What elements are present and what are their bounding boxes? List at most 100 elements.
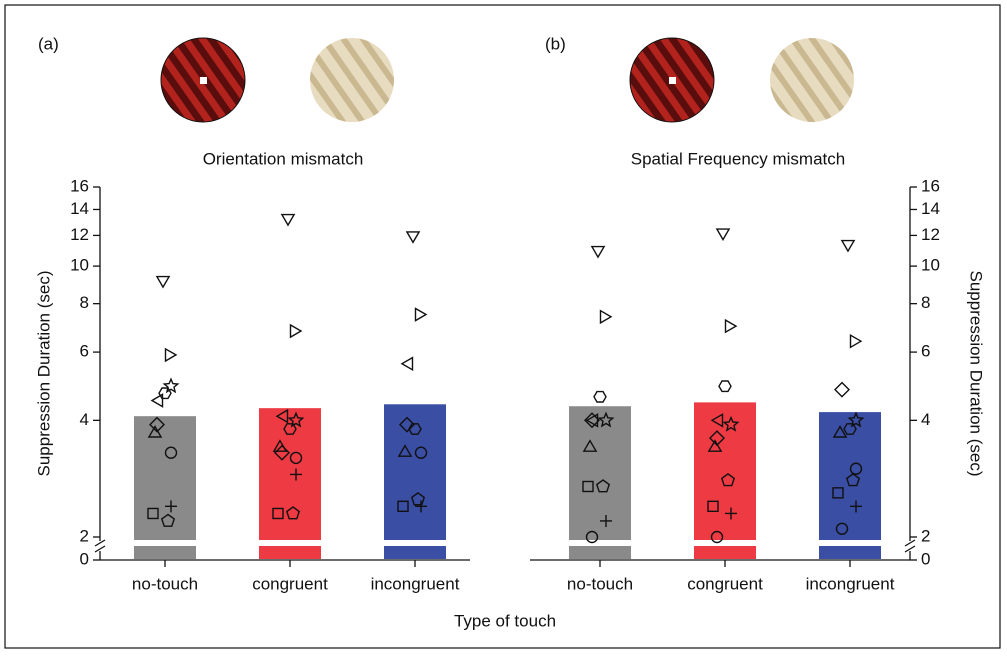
axis-break xyxy=(94,539,106,553)
marker xyxy=(843,423,857,435)
marker xyxy=(289,323,303,339)
marker xyxy=(165,500,177,513)
y-tick-label: 6 xyxy=(80,342,89,361)
y-tick-label: 16 xyxy=(70,176,89,195)
marker xyxy=(584,412,600,429)
bar-break xyxy=(567,540,633,546)
x-tick-label: congruent xyxy=(252,574,328,593)
y-tick-label: 6 xyxy=(921,342,930,361)
marker xyxy=(285,506,301,520)
marker xyxy=(150,393,164,408)
fixation xyxy=(669,77,676,84)
marker xyxy=(399,416,415,433)
y-tick-label: 14 xyxy=(70,199,89,218)
marker xyxy=(287,411,305,428)
marker xyxy=(707,439,723,452)
marker xyxy=(710,530,724,544)
marker xyxy=(724,318,738,334)
bar-break xyxy=(817,540,883,546)
marker xyxy=(582,439,598,452)
marker xyxy=(414,446,428,459)
bar xyxy=(259,408,321,559)
marker xyxy=(832,487,844,499)
panel-label: (b) xyxy=(545,34,566,53)
y-tick-label: 4 xyxy=(80,410,89,429)
bar-break xyxy=(132,540,198,546)
marker xyxy=(405,231,421,244)
y-tick-label: 10 xyxy=(70,256,89,275)
marker xyxy=(289,451,303,465)
texture-image xyxy=(310,38,394,122)
stimulus-images xyxy=(160,37,854,123)
marker xyxy=(162,377,180,394)
x-tick-label: incongruent xyxy=(371,574,460,593)
marker xyxy=(164,347,178,363)
x-tick-label: incongruent xyxy=(806,574,895,593)
panel-label: (a) xyxy=(38,34,59,53)
chart-title: Spatial Frequency mismatch xyxy=(631,149,845,168)
marker xyxy=(400,356,414,372)
marker xyxy=(849,462,863,475)
marker xyxy=(715,228,731,241)
chart-title: Orientation mismatch xyxy=(203,149,364,168)
marker xyxy=(710,413,724,428)
marker xyxy=(835,522,849,535)
marker xyxy=(149,416,165,433)
y-tick-label: 14 xyxy=(921,199,940,218)
marker xyxy=(397,444,413,457)
marker xyxy=(585,530,599,544)
marker xyxy=(599,309,613,325)
marker xyxy=(147,507,159,520)
x-tick-label: congruent xyxy=(687,574,763,593)
bar xyxy=(384,404,446,559)
marker xyxy=(725,507,737,520)
marker xyxy=(290,468,302,481)
marker xyxy=(845,473,861,487)
marker xyxy=(283,423,297,435)
bar xyxy=(134,416,196,559)
marker xyxy=(415,500,427,513)
y-tick-label: 2 xyxy=(921,526,930,545)
x-tick-label: no-touch xyxy=(567,574,633,593)
marker xyxy=(155,275,171,289)
x-tick-label: no-touch xyxy=(132,574,198,593)
y-tick-label: 10 xyxy=(921,256,940,275)
y-tick-label: 2 xyxy=(80,526,89,545)
marker xyxy=(275,408,289,424)
y-tick-label: 0 xyxy=(80,549,89,568)
bar xyxy=(694,402,756,559)
marker xyxy=(840,239,856,253)
marker xyxy=(722,415,740,432)
marker xyxy=(595,479,611,493)
y-tick-label: 12 xyxy=(921,225,940,244)
y-axis-label: Suppression Duration (sec) xyxy=(34,271,53,477)
marker xyxy=(164,446,178,459)
y-tick-label: 8 xyxy=(80,293,89,312)
marker xyxy=(272,507,284,520)
marker xyxy=(585,413,599,428)
marker xyxy=(280,213,296,227)
marker xyxy=(847,411,865,428)
fixation xyxy=(200,77,207,84)
marker xyxy=(597,411,615,428)
marker xyxy=(718,380,732,393)
marker xyxy=(720,473,736,487)
texture-image xyxy=(770,38,854,122)
marker xyxy=(850,500,862,513)
y-tick-label: 12 xyxy=(70,225,89,244)
y-tick-label: 8 xyxy=(921,293,930,312)
marker xyxy=(709,430,725,447)
y-axis-label: Suppression Duration (sec) xyxy=(967,271,986,477)
marker xyxy=(593,390,607,403)
y-tick-label: 0 xyxy=(921,549,930,568)
bar-break xyxy=(692,540,758,546)
marker xyxy=(834,381,850,398)
bar-break xyxy=(257,540,323,546)
frame xyxy=(4,4,1001,649)
marker xyxy=(414,307,428,322)
marker xyxy=(590,245,606,259)
axis-break xyxy=(904,539,916,553)
bar-break xyxy=(382,540,448,546)
y-tick-label: 4 xyxy=(921,410,930,429)
